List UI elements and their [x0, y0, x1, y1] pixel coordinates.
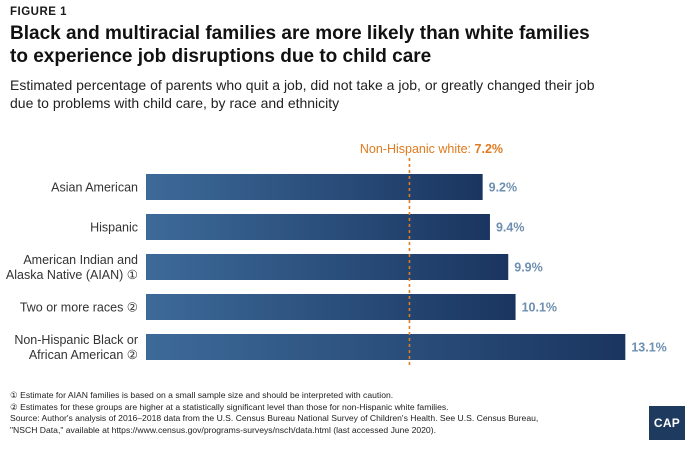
bar-4	[146, 334, 626, 360]
cap-logo: CAP	[649, 406, 685, 440]
bar-chart: 9.2% Asian American 9.4% Hispanic 9.9% Americ…	[6, 142, 667, 366]
bar-3	[146, 294, 516, 320]
chart-title: Black and multiracial families are more …	[10, 22, 670, 68]
source-note-line-2: "NSCH Data," available at https://www.ce…	[10, 424, 436, 435]
footnote-aian: ① Estimate for AIAN families is based on…	[10, 390, 394, 400]
title-line-1: Black and multiracial families are more …	[10, 23, 590, 44]
reference-line-label: Non-Hispanic white: 7.2%	[360, 142, 503, 156]
bar-2	[146, 254, 509, 280]
bar-value-label: 13.1%	[631, 341, 666, 355]
subtitle-line-2: due to problems with child care, by race…	[10, 95, 340, 111]
category-label: Two or more races ②	[20, 301, 138, 315]
category-label: Hispanic	[90, 221, 138, 235]
chart-subtitle: Estimated percentage of parents who quit…	[10, 76, 680, 112]
figure-label: FIGURE 1	[10, 6, 68, 18]
category-label: Non-Hispanic Black or African American ②	[14, 333, 138, 362]
bar-value-label: 9.2%	[489, 181, 518, 195]
bar-1	[146, 214, 490, 240]
category-label: American Indian and Alaska Native (AIAN) …	[6, 253, 138, 282]
title-line-2: to experience job disruptions due to chi…	[10, 46, 432, 67]
bar-0	[146, 174, 483, 200]
footnotes: ① Estimate for AIAN families is based on…	[10, 390, 650, 436]
bar-value-label: 10.1%	[522, 301, 557, 315]
subtitle-line-1: Estimated percentage of parents who quit…	[10, 77, 595, 93]
source-note-line-1: Source: Author's analysis of 2016–2018 d…	[10, 413, 539, 424]
bar-value-label: 9.9%	[514, 261, 543, 275]
bar-value-label: 9.4%	[496, 221, 525, 235]
category-label: Asian American	[51, 181, 138, 195]
footnote-significance: ② Estimates for these groups are higher …	[10, 401, 449, 412]
